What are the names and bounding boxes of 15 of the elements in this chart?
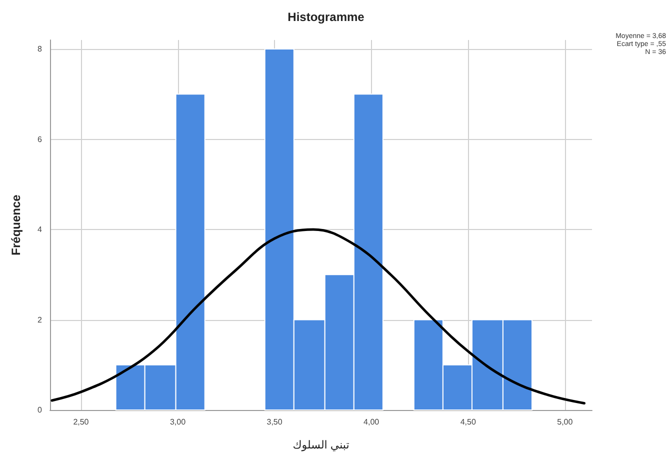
x-tick-label: 3,50 — [266, 418, 283, 426]
x-axis-title: تبني السلوك — [292, 440, 350, 452]
y-tick-label: 6 — [38, 134, 43, 144]
y-tick-label: 0 — [38, 406, 43, 414]
y-tick-label: 2 — [38, 315, 43, 324]
y-tick-label: 8 — [38, 44, 43, 54]
x-tick-label: 2,50 — [73, 418, 90, 426]
x-tick-label: 4,00 — [364, 418, 380, 426]
y-tick-label: 4 — [38, 225, 43, 234]
line-series — [50, 228, 586, 404]
y-axis-title: Fréquence — [9, 194, 23, 256]
x-tick-label: 5,00 — [557, 418, 574, 426]
x-tick-label: 4,50 — [460, 418, 476, 426]
chart-title: Histogramme — [288, 10, 365, 24]
x-tick-label: 3,00 — [170, 418, 186, 426]
